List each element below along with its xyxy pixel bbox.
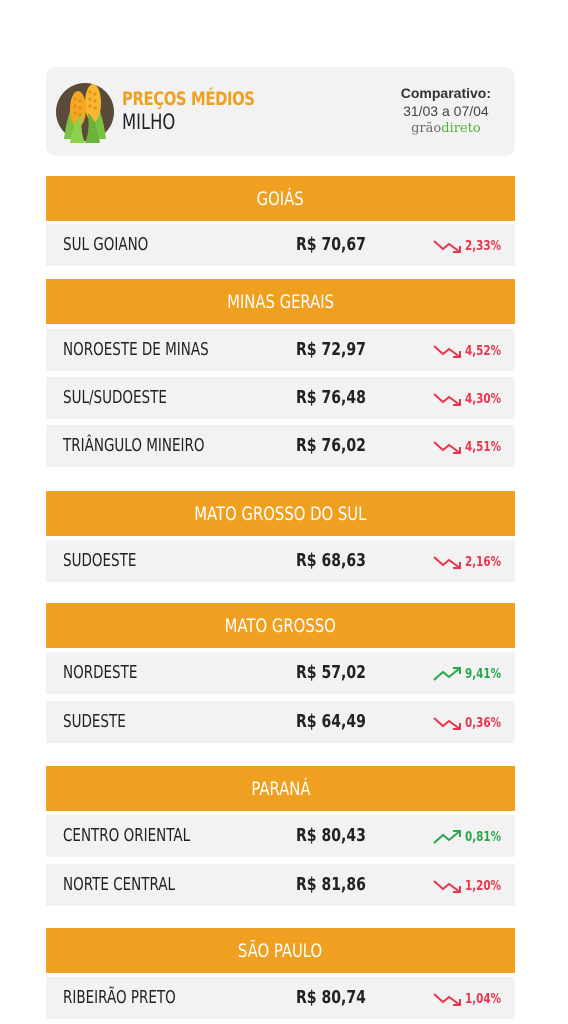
change-indicator: 9,41% (432, 664, 510, 684)
price-row: SUL/SUDOESTE R$ 76,48 4,30% (46, 377, 515, 419)
change-percent: 4,51% (465, 439, 502, 455)
brand-part2: direto (441, 121, 481, 136)
price-value: R$ 57,02 (296, 662, 366, 683)
change-percent: 9,41% (465, 666, 502, 682)
header-card: PREÇOS MÉDIOS MILHO Comparativo: 31/03 a… (46, 67, 515, 156)
price-row: CENTRO ORIENTAL R$ 80,43 0,81% (46, 815, 515, 857)
trend-down-icon (433, 393, 461, 406)
change-indicator: 1,04% (432, 989, 510, 1009)
region-name: NORDESTE (63, 662, 138, 683)
price-value: R$ 81,86 (296, 874, 366, 895)
price-row: NORDESTE R$ 57,02 9,41% (46, 652, 515, 694)
trend-up-icon (433, 830, 461, 844)
price-row: NORTE CENTRAL R$ 81,86 1,20% (46, 864, 515, 906)
change-percent: 2,16% (465, 554, 502, 570)
trend-down-icon (433, 240, 461, 253)
change-indicator: 1,20% (432, 876, 510, 896)
trend-down-icon (433, 556, 461, 569)
change-percent: 0,81% (465, 829, 502, 845)
change-indicator: 4,52% (432, 341, 510, 361)
region-name: NOROESTE DE MINAS (63, 339, 209, 360)
trend-down-icon (433, 345, 461, 358)
change-indicator: 0,36% (432, 713, 510, 733)
price-row: SUDESTE R$ 64,49 0,36% (46, 701, 515, 743)
page-title: PREÇOS MÉDIOS (122, 88, 255, 110)
price-value: R$ 68,63 (296, 550, 366, 571)
section-header: MINAS GERAIS (46, 279, 515, 324)
trend-down-icon (433, 993, 461, 1006)
price-value: R$ 80,43 (296, 825, 366, 846)
price-value: R$ 76,48 (296, 387, 366, 408)
brand-logo: grãodireto (401, 120, 491, 138)
price-row: SUDOESTE R$ 68,63 2,16% (46, 540, 515, 582)
section-title: MATO GROSSO (224, 614, 337, 637)
comparison-range: 31/03 a 07/04 (403, 103, 489, 119)
price-row: NOROESTE DE MINAS R$ 72,97 4,52% (46, 329, 515, 371)
region-name: SUDOESTE (63, 550, 137, 571)
region-name: RIBEIRÃO PRETO (63, 987, 176, 1008)
section-title: PARANÁ (250, 777, 311, 800)
section-header: MATO GROSSO DO SUL (46, 491, 515, 536)
region-name: SUL GOIANO (63, 234, 149, 255)
change-percent: 4,30% (465, 391, 502, 407)
section-title: MATO GROSSO DO SUL (194, 502, 367, 525)
comparison-label: Comparativo: (400, 85, 491, 101)
price-row: RIBEIRÃO PRETO R$ 80,74 1,04% (46, 977, 515, 1019)
change-percent: 0,36% (465, 715, 502, 731)
region-name: NORTE CENTRAL (63, 874, 176, 895)
price-row: TRIÂNGULO MINEIRO R$ 76,02 4,51% (46, 425, 515, 467)
trend-down-icon (433, 441, 461, 454)
change-percent: 1,20% (465, 878, 502, 894)
section-title: MINAS GERAIS (227, 290, 334, 313)
trend-down-icon (433, 717, 461, 730)
section-header: MATO GROSSO (46, 603, 515, 648)
price-value: R$ 80,74 (296, 987, 366, 1008)
price-value: R$ 72,97 (296, 339, 366, 360)
section-title: GOIÁS (256, 187, 305, 210)
change-indicator: 4,30% (432, 389, 510, 409)
trend-down-icon (433, 880, 461, 893)
section-header: PARANÁ (46, 766, 515, 811)
brand-part1: grão (411, 121, 442, 136)
change-percent: 4,52% (465, 343, 502, 359)
trend-up-icon (433, 667, 461, 681)
section-header: SÃO PAULO (46, 928, 515, 973)
region-name: TRIÂNGULO MINEIRO (63, 435, 205, 456)
region-name: CENTRO ORIENTAL (63, 825, 191, 846)
price-row: SUL GOIANO R$ 70,67 2,33% (46, 224, 515, 266)
corn-icon (56, 83, 114, 143)
change-indicator: 0,81% (432, 827, 510, 847)
region-name: SUDESTE (63, 711, 126, 732)
section-header: GOIÁS (46, 176, 515, 221)
price-value: R$ 76,02 (296, 435, 366, 456)
change-percent: 2,33% (465, 238, 502, 254)
price-value: R$ 64,49 (296, 711, 366, 732)
page-subtitle: MILHO (122, 110, 176, 134)
comparison-block: Comparativo: 31/03 a 07/04 grãodireto (401, 84, 491, 138)
change-indicator: 4,51% (432, 437, 510, 457)
section-title: SÃO PAULO (238, 939, 323, 962)
region-name: SUL/SUDOESTE (63, 387, 167, 408)
change-indicator: 2,33% (432, 236, 510, 256)
change-indicator: 2,16% (432, 552, 510, 572)
title-block: PREÇOS MÉDIOS MILHO (122, 88, 292, 134)
change-percent: 1,04% (465, 991, 502, 1007)
price-value: R$ 70,67 (296, 234, 366, 255)
